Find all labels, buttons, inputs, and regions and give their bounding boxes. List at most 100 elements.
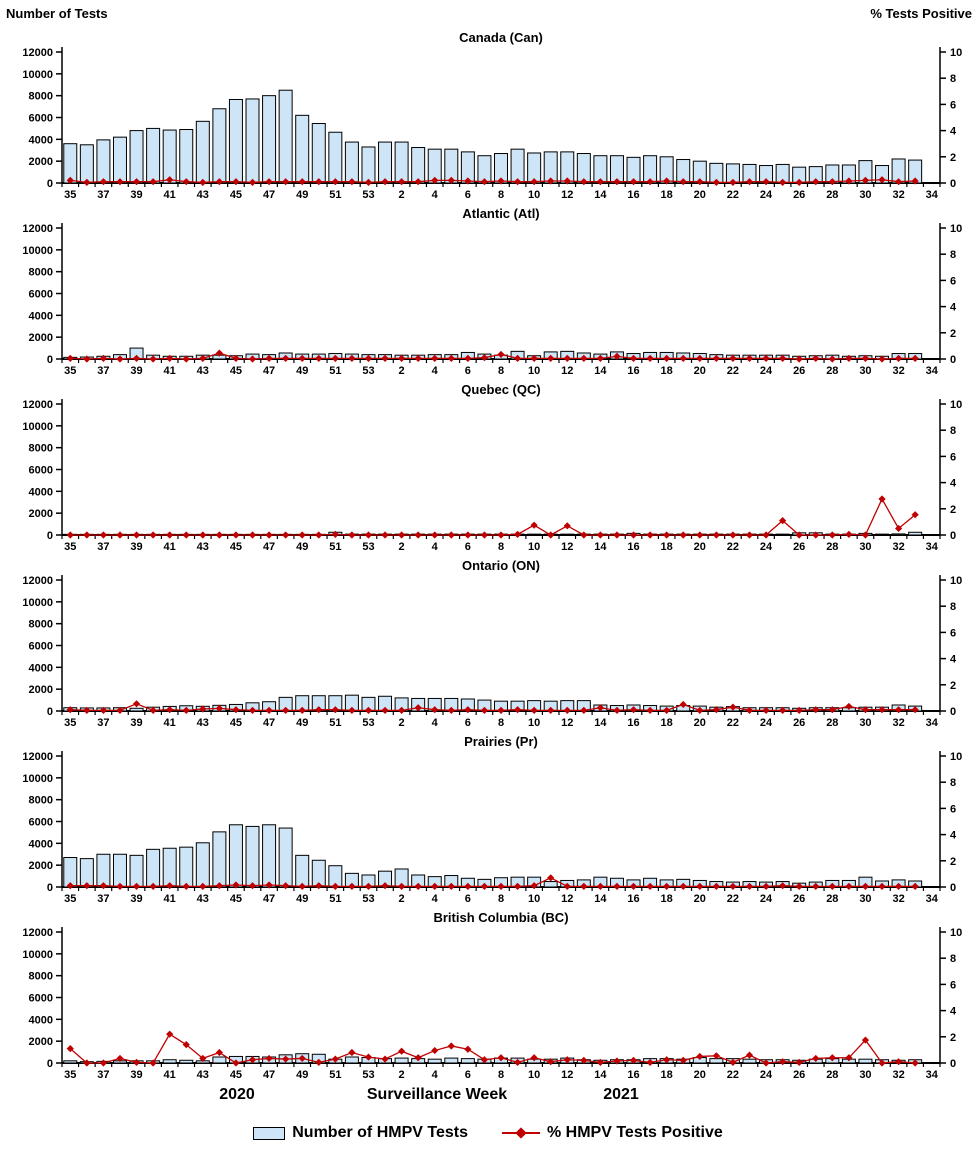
svg-text:35: 35 [64,365,76,377]
svg-text:2: 2 [950,680,956,692]
svg-text:10000: 10000 [22,597,53,609]
svg-text:8: 8 [950,953,956,965]
svg-text:4000: 4000 [29,310,53,322]
svg-text:6000: 6000 [29,113,53,125]
svg-text:2000: 2000 [29,1036,53,1048]
svg-text:4000: 4000 [29,486,53,498]
svg-text:49: 49 [296,1069,308,1081]
svg-text:43: 43 [197,365,209,377]
y-axis-right: 0 2 4 6 8 10 [940,47,962,190]
svg-text:4: 4 [432,893,439,905]
y-axis-right: 0 2 4 6 8 10 [940,751,962,894]
svg-text:10: 10 [528,365,540,377]
svg-text:2000: 2000 [29,332,53,344]
svg-text:12000: 12000 [22,575,53,587]
y-axis-left: 0 2000 4000 6000 8000 10000 12000 [22,751,62,894]
svg-text:24: 24 [760,365,773,377]
svg-text:2: 2 [399,1069,405,1081]
panel-svg-4: Prairies (Pr) 0 2000 4000 6000 8000 10000 12000… [22,734,962,905]
svg-text:0: 0 [950,882,956,894]
chart-panel-2: Quebec (QC) 0 2000 4000 6000 8000 10000 12000 0 2… [0,378,976,554]
svg-text:12: 12 [561,893,573,905]
svg-text:41: 41 [164,893,176,905]
bar-swatch-icon [253,1126,286,1140]
svg-text:12: 12 [561,717,573,729]
axes [61,223,941,360]
svg-text:47: 47 [263,541,275,553]
svg-text:20: 20 [694,365,706,377]
svg-text:32: 32 [892,365,904,377]
svg-text:47: 47 [263,365,275,377]
svg-text:45: 45 [230,717,242,729]
svg-text:6: 6 [950,979,956,991]
svg-text:6: 6 [950,99,956,111]
x-axis: 35 37 39 41 43 45 47 49 51 53 2 4 6 8 10 12 14 16 18 20 22 24… [61,887,941,905]
svg-text:12000: 12000 [22,47,53,59]
svg-text:10: 10 [528,189,540,201]
svg-text:53: 53 [362,893,374,905]
svg-text:16: 16 [627,1069,639,1081]
svg-text:26: 26 [793,189,805,201]
svg-text:12000: 12000 [22,399,53,411]
svg-text:10: 10 [950,927,962,939]
svg-text:10000: 10000 [22,421,53,433]
svg-text:6000: 6000 [29,993,53,1005]
svg-text:45: 45 [230,541,242,553]
svg-text:6: 6 [465,365,471,377]
svg-text:26: 26 [793,1069,805,1081]
y-axis-left: 0 2000 4000 6000 8000 10000 12000 [22,223,62,366]
x-axis: 35 37 39 41 43 45 47 49 51 53 2 4 6 8 10 12 14 16 18 20 22 24… [61,1063,941,1081]
svg-text:8: 8 [498,189,504,201]
svg-text:43: 43 [197,717,209,729]
y-axis-left: 0 2000 4000 6000 8000 10000 12000 [22,399,62,542]
svg-text:14: 14 [594,893,607,905]
panel-svg-0: Canada (Can)0200040006000800010000120000… [22,30,962,201]
svg-text:10000: 10000 [22,245,53,257]
svg-text:10000: 10000 [22,69,53,81]
bars [63,89,923,184]
svg-text:49: 49 [296,365,308,377]
svg-text:8000: 8000 [29,971,53,983]
svg-text:37: 37 [97,893,109,905]
y-axis-right: 0 2 4 6 8 10 [940,927,962,1070]
svg-text:10: 10 [950,223,962,235]
svg-text:12: 12 [561,189,573,201]
svg-text:49: 49 [296,717,308,729]
svg-text:34: 34 [926,189,939,201]
axes [61,575,941,712]
svg-text:28: 28 [826,1069,838,1081]
svg-text:4000: 4000 [29,134,53,146]
svg-text:8: 8 [498,541,504,553]
svg-text:51: 51 [329,1069,341,1081]
svg-text:12000: 12000 [22,927,53,939]
svg-text:18: 18 [661,1069,673,1081]
svg-text:47: 47 [263,1069,275,1081]
svg-text:37: 37 [97,717,109,729]
chart-panel-0: Canada (Can) 0 2000 4000 6000 8000 10000 12000 0… [0,26,976,202]
svg-text:0: 0 [47,354,53,366]
svg-text:2: 2 [399,189,405,201]
svg-text:20: 20 [694,717,706,729]
svg-text:2: 2 [399,541,405,553]
axes [61,927,941,1064]
svg-text:16: 16 [627,541,639,553]
svg-text:30: 30 [859,717,871,729]
svg-text:34: 34 [926,893,939,905]
x-axis-title: Surveillance Week [366,1086,508,1103]
svg-text:35: 35 [64,1069,76,1081]
svg-text:34: 34 [926,717,939,729]
legend-line-label: % HMPV Tests Positive [546,1124,723,1141]
svg-text:41: 41 [164,189,176,201]
svg-text:8: 8 [950,777,956,789]
svg-text:28: 28 [826,717,838,729]
svg-text:43: 43 [197,1069,209,1081]
svg-text:35: 35 [64,541,76,553]
svg-text:10: 10 [528,541,540,553]
x-axis: 35 37 39 41 43 45 47 49 51 53 2 4 6 8 10 12 14 16 18 20 22 24… [61,359,941,377]
svg-text:18: 18 [661,189,673,201]
svg-text:4: 4 [950,478,957,490]
svg-text:2: 2 [950,856,956,868]
positivity-line [66,495,919,539]
svg-text:2: 2 [950,504,956,516]
